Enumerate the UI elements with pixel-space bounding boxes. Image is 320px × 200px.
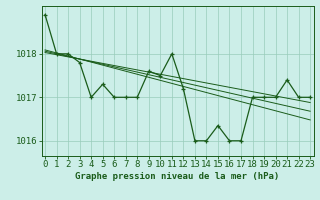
X-axis label: Graphe pression niveau de la mer (hPa): Graphe pression niveau de la mer (hPa) xyxy=(76,172,280,181)
